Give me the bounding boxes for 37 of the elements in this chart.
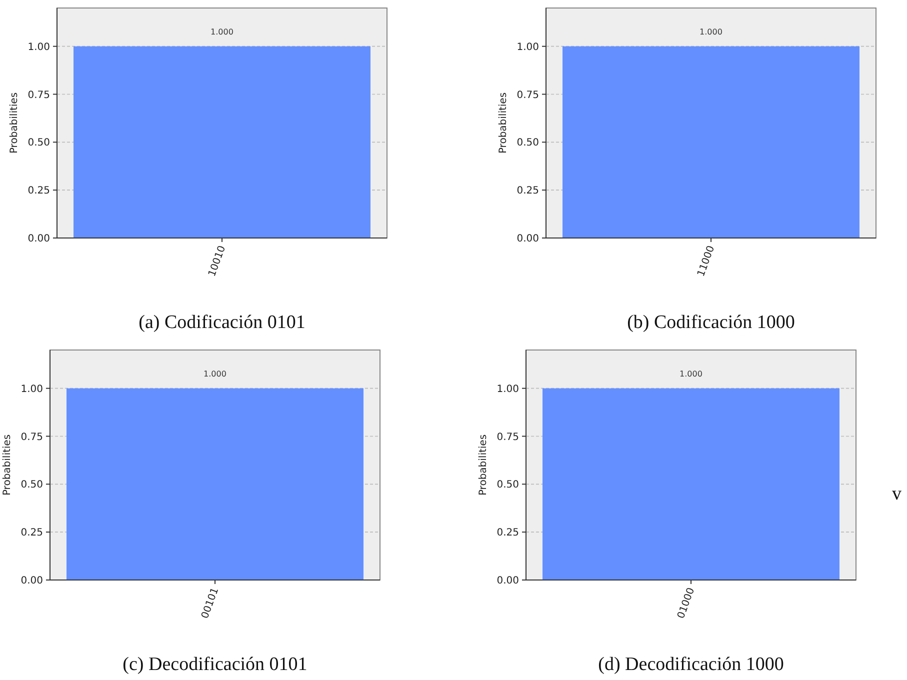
y-tick-label: 0.50 (496, 480, 519, 491)
y-axis-title: Probabilities (9, 92, 20, 154)
x-tick-label: 11000 (696, 244, 718, 278)
text: v (892, 484, 902, 504)
text: (b) Codificación 1000 (627, 312, 795, 333)
y-tick-label: 0.25 (516, 186, 539, 197)
y-tick-label: 1.00 (20, 384, 43, 395)
data-label: 1.000 (700, 27, 722, 36)
y-tick-label: 0.25 (28, 186, 50, 197)
y-tick-label: 0.00 (516, 234, 539, 244)
data-label: 1.000 (680, 369, 702, 378)
y-tick-label: 1.00 (496, 384, 519, 395)
y-tick-label: 0.75 (20, 432, 43, 443)
data-label: 1.000 (204, 369, 226, 378)
y-tick-label: 0.50 (516, 138, 539, 149)
y-tick-label: 0.50 (20, 480, 43, 491)
x-tick-label: 01000 (676, 586, 698, 620)
y-tick-label: 0.75 (496, 432, 519, 443)
y-tick-label: 0.25 (20, 528, 43, 539)
y-tick-label: 0.75 (516, 90, 539, 101)
y-axis-title: Probabilities (2, 434, 13, 496)
text: (c) Decodificación 0101 (122, 654, 308, 675)
y-tick-label: 0.25 (496, 528, 519, 539)
y-tick-label: 0.00 (28, 234, 50, 244)
y-tick-label: 1.00 (28, 42, 50, 53)
y-axis-title: Probabilities (498, 92, 509, 154)
data-label: 1.000 (210, 27, 234, 36)
x-tick-label: 10010 (206, 244, 228, 278)
y-axis-title: Probabilities (478, 434, 489, 496)
y-tick-label: 0.50 (28, 138, 50, 149)
x-tick-label: 00101 (200, 586, 222, 620)
y-tick-label: 0.00 (496, 576, 519, 586)
text: (d) Decodificación 1000 (598, 654, 784, 675)
text: (a) Codificación 0101 (138, 312, 306, 333)
y-tick-label: 0.75 (28, 90, 50, 101)
y-tick-label: 1.00 (516, 42, 539, 53)
y-tick-label: 0.00 (20, 576, 43, 586)
